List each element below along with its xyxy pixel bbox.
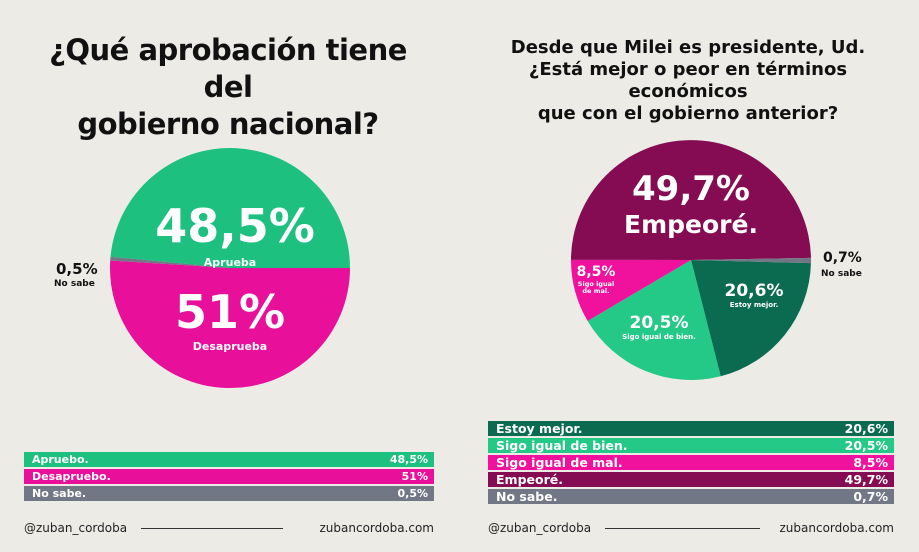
right-title-line1: Desde que Milei es presidente, Ud.	[510, 37, 866, 58]
footer-divider	[605, 527, 761, 529]
footer-divider	[141, 527, 284, 529]
pie-slice-empeore	[571, 140, 811, 260]
legend-label: Estoy mejor.	[496, 421, 583, 436]
slice-value-empeore: 49,7%	[632, 169, 750, 209]
legend-label: No sabe.	[32, 487, 87, 500]
left-title-line2: gobierno nacional?	[77, 107, 379, 141]
left-legend: Apruebo. 48,5% Desapruebo. 51% No sabe. …	[24, 452, 434, 503]
slice-value-aprueba: 48,5%	[155, 199, 315, 253]
legend-label: Sigo igual de bien.	[496, 438, 628, 453]
right-title-line3: que con el gobierno anterior?	[537, 103, 839, 124]
left-chart-title: ¿Qué aprobación tiene del gobierno nacio…	[28, 32, 428, 143]
right-title-line2: ¿Está mejor o peor en términos económico…	[528, 59, 848, 102]
legend-value: 48,5%	[389, 453, 428, 466]
legend-row-sigo-igual-de-mal: Sigo igual de mal. 8,5%	[488, 455, 894, 470]
economic-situation-pie-chart: 49,7% Empeoré. 20,6% Estoy mejor. 20,5% …	[570, 140, 862, 380]
slice-value-estoy-mejor: 20,6%	[725, 281, 784, 301]
legend-row-desapruebo: Desapruebo. 51%	[24, 469, 434, 484]
legend-row-estoy-mejor: Estoy mejor. 20,6%	[488, 421, 894, 436]
slice-value-no-sabe: 0,7%	[823, 250, 862, 266]
legend-value: 0,5%	[397, 487, 428, 500]
legend-value: 0,7%	[853, 489, 888, 504]
slice-name-sigo-igual-de-bien: Sigo igual de bien.	[622, 333, 696, 341]
pie-slice-estoy-mejor	[691, 260, 811, 377]
slice-value-desaprueba: 51%	[175, 285, 285, 339]
legend-label: Sigo igual de mal.	[496, 455, 623, 470]
right-footer: @zuban_cordoba zubancordoba.com	[488, 521, 894, 535]
legend-row-empeore: Empeoré. 49,7%	[488, 472, 894, 487]
pie-slice-no-sabe	[691, 257, 811, 264]
left-footer: @zuban_cordoba zubancordoba.com	[24, 521, 434, 535]
slice-name-no-sabe: No sabe	[821, 269, 862, 279]
slice-value-no-sabe: 0,5%	[56, 260, 98, 278]
right-legend: Estoy mejor. 20,6% Sigo igual de bien. 2…	[488, 421, 894, 506]
pie-slice-desaprueba	[110, 260, 350, 389]
legend-value: 20,6%	[844, 421, 888, 436]
pie-slice-no-sabe	[110, 256, 230, 268]
pie-slice-sigo-igual-de-mal	[570, 259, 691, 321]
approval-pie-chart: 48,5% Aprueba 51% Desaprueba 0,5% No sab…	[54, 147, 350, 389]
footer-site: zubancordoba.com	[319, 521, 434, 535]
pie-slice-aprueba	[110, 147, 350, 268]
legend-value: 51%	[401, 470, 428, 483]
slice-name-no-sabe: No sabe	[54, 279, 95, 289]
slice-name-sigo-igual-de-mal: Sigo igual de mal.	[578, 280, 614, 295]
legend-row-sigo-igual-de-bien: Sigo igual de bien. 20,5%	[488, 438, 894, 453]
legend-label: No sabe.	[496, 489, 558, 504]
footer-handle: @zuban_cordoba	[488, 521, 592, 535]
footer-handle: @zuban_cordoba	[24, 521, 128, 535]
legend-row-apruebo: Apruebo. 48,5%	[24, 452, 434, 467]
slice-name-empeore: Empeoré.	[624, 210, 758, 239]
legend-label: Apruebo.	[32, 453, 89, 466]
slice-name-aprueba: Aprueba	[204, 256, 256, 269]
footer-site: zubancordoba.com	[779, 521, 894, 535]
legend-row-no-sabe: No sabe. 0,7%	[488, 489, 894, 504]
legend-value: 20,5%	[844, 438, 888, 453]
legend-label: Empeoré.	[496, 472, 563, 487]
pie-slice-sigo-igual-de-bien	[587, 260, 721, 380]
slice-name-desaprueba: Desaprueba	[193, 340, 267, 353]
legend-label: Desapruebo.	[32, 470, 111, 483]
right-chart-title: Desde que Milei es presidente, Ud. ¿Está…	[488, 37, 888, 125]
slice-value-sigo-igual-de-bien: 20,5%	[630, 313, 689, 333]
legend-row-no-sabe: No sabe. 0,5%	[24, 486, 434, 501]
slice-value-sigo-igual-de-mal: 8,5%	[577, 264, 616, 280]
legend-value: 49,7%	[844, 472, 888, 487]
legend-value: 8,5%	[853, 455, 888, 470]
left-title-line1: ¿Qué aprobación tiene del	[49, 33, 407, 104]
slice-name-estoy-mejor: Estoy mejor.	[730, 301, 778, 309]
